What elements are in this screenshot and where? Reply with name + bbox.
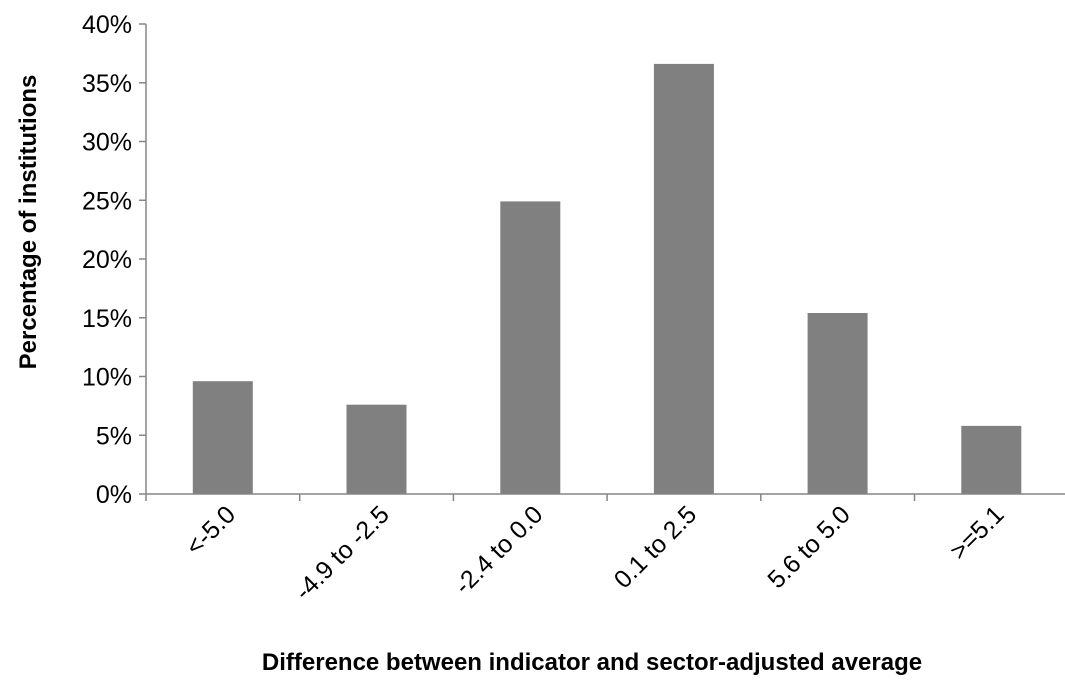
bar-4: [807, 313, 868, 494]
x-category-label: >=5.1: [945, 500, 1010, 565]
x-axis-title: Difference between indicator and sector-…: [262, 649, 922, 676]
x-category-label: 5.6 to 5.0: [762, 500, 856, 594]
y-tick-label: 30%: [82, 129, 132, 157]
bar-0: [192, 381, 253, 494]
x-category-label: -2.4 to 0.0: [449, 500, 548, 599]
y-tick-label: 25%: [82, 187, 132, 215]
x-category-label: <-5.0: [181, 500, 242, 561]
y-tick-label: 20%: [82, 246, 132, 274]
y-axis-title: Percentage of institutions: [15, 75, 42, 370]
bars-group: [192, 63, 1022, 495]
bar-3: [653, 63, 714, 495]
x-tick-labels: <-5.0 -4.9 to -2.5 -2.4 to 0.0 0.1 to 2.5 5.…: [181, 500, 1010, 605]
x-category-label: -4.9 to -2.5: [290, 500, 395, 605]
y-tick-label: 5%: [96, 422, 132, 450]
bar-5: [961, 425, 1022, 494]
axes-group: [139, 23, 1065, 501]
x-category-label: 0.1 to 2.5: [609, 500, 703, 594]
y-tick-labels: 0% 5% 10% 15% 20% 25% 30% 35% 40%: [82, 11, 132, 509]
y-tick-label: 35%: [82, 70, 132, 98]
bar-1: [346, 404, 407, 494]
y-tick-label: 40%: [82, 11, 132, 39]
bar-2: [500, 201, 561, 494]
y-tick-label: 0%: [96, 481, 132, 509]
y-tick-label: 10%: [82, 364, 132, 392]
y-tick-label: 15%: [82, 305, 132, 333]
